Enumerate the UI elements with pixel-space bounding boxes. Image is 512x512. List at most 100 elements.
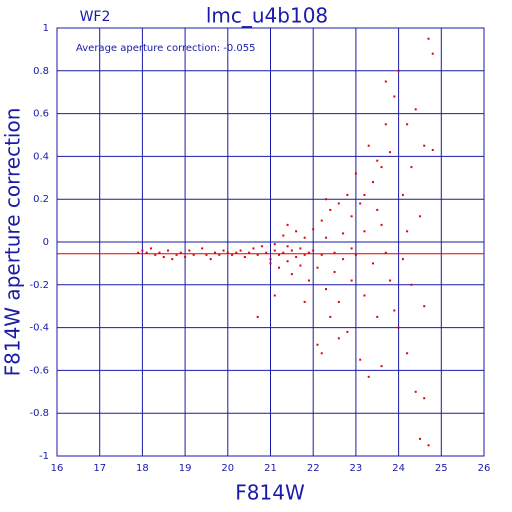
point bbox=[252, 247, 255, 250]
point bbox=[141, 249, 144, 252]
y-tick-label: 0.6 bbox=[33, 109, 49, 120]
point bbox=[376, 159, 379, 162]
y-tick-label: 0 bbox=[43, 237, 49, 248]
point bbox=[423, 397, 426, 400]
point bbox=[325, 198, 328, 201]
point bbox=[384, 251, 387, 254]
point bbox=[371, 181, 374, 184]
point bbox=[213, 251, 216, 254]
point bbox=[239, 249, 242, 252]
y-tick-label: -0.4 bbox=[29, 323, 49, 334]
y-tick-label: 0.8 bbox=[33, 66, 49, 77]
point bbox=[171, 258, 174, 261]
point bbox=[320, 352, 323, 355]
y-tick-label: 0.2 bbox=[33, 194, 49, 205]
point bbox=[307, 279, 310, 282]
point bbox=[431, 148, 434, 151]
annotation: Average aperture correction: -0.055 bbox=[76, 43, 256, 54]
point bbox=[290, 273, 293, 276]
x-tick-label: 19 bbox=[179, 463, 192, 474]
point bbox=[363, 193, 366, 196]
point bbox=[179, 251, 182, 254]
point bbox=[414, 390, 417, 393]
point bbox=[384, 123, 387, 126]
point bbox=[218, 253, 221, 256]
point bbox=[145, 251, 148, 254]
y-tick-label: 1 bbox=[43, 23, 49, 34]
point bbox=[278, 253, 281, 256]
point bbox=[350, 215, 353, 218]
point bbox=[226, 251, 229, 254]
point bbox=[423, 144, 426, 147]
point bbox=[286, 260, 289, 263]
point bbox=[209, 258, 212, 261]
point bbox=[380, 223, 383, 226]
point bbox=[320, 219, 323, 222]
x-tick-label: 24 bbox=[392, 463, 405, 474]
point bbox=[325, 288, 328, 291]
point bbox=[380, 166, 383, 169]
point bbox=[282, 234, 285, 237]
x-tick-label: 25 bbox=[435, 463, 448, 474]
point bbox=[192, 253, 195, 256]
point bbox=[316, 266, 319, 269]
point bbox=[406, 230, 409, 233]
point bbox=[342, 232, 345, 235]
point bbox=[269, 262, 272, 265]
point bbox=[393, 95, 396, 98]
point bbox=[282, 251, 285, 254]
point bbox=[389, 151, 392, 154]
point bbox=[427, 444, 430, 447]
point bbox=[290, 249, 293, 252]
x-tick-label: 23 bbox=[350, 463, 363, 474]
point bbox=[397, 326, 400, 329]
point bbox=[303, 300, 306, 303]
point bbox=[359, 358, 362, 361]
x-axis-label: F814W bbox=[235, 481, 305, 505]
point bbox=[359, 202, 362, 205]
y-tick-label: 0.4 bbox=[33, 151, 49, 162]
point bbox=[154, 253, 157, 256]
y-axis-label: F814W aperture correction bbox=[1, 108, 25, 377]
point bbox=[201, 247, 204, 250]
point bbox=[363, 294, 366, 297]
x-tick-label: 22 bbox=[307, 463, 320, 474]
point bbox=[367, 144, 370, 147]
point bbox=[346, 193, 349, 196]
point bbox=[410, 166, 413, 169]
point bbox=[184, 255, 187, 258]
point bbox=[354, 172, 357, 175]
point bbox=[406, 352, 409, 355]
point bbox=[401, 193, 404, 196]
point bbox=[367, 375, 370, 378]
point bbox=[231, 253, 234, 256]
point bbox=[312, 228, 315, 231]
point bbox=[286, 223, 289, 226]
y-tick-label: -0.2 bbox=[29, 280, 49, 291]
x-tick-label: 17 bbox=[93, 463, 106, 474]
point bbox=[278, 266, 281, 269]
point bbox=[389, 279, 392, 282]
point bbox=[316, 343, 319, 346]
point bbox=[243, 255, 246, 258]
y-tick-label: -0.6 bbox=[29, 365, 49, 376]
point bbox=[303, 236, 306, 239]
point bbox=[337, 337, 340, 340]
point bbox=[286, 245, 289, 248]
point bbox=[329, 208, 332, 211]
point bbox=[167, 249, 170, 252]
point bbox=[410, 283, 413, 286]
point bbox=[312, 249, 315, 252]
point bbox=[307, 251, 310, 254]
point bbox=[376, 315, 379, 318]
point bbox=[418, 437, 421, 440]
y-tick-label: -1 bbox=[39, 451, 49, 462]
point bbox=[397, 69, 400, 72]
point bbox=[342, 258, 345, 261]
point bbox=[273, 294, 276, 297]
point bbox=[427, 37, 430, 40]
point bbox=[329, 315, 332, 318]
point bbox=[295, 230, 298, 233]
point bbox=[337, 202, 340, 205]
